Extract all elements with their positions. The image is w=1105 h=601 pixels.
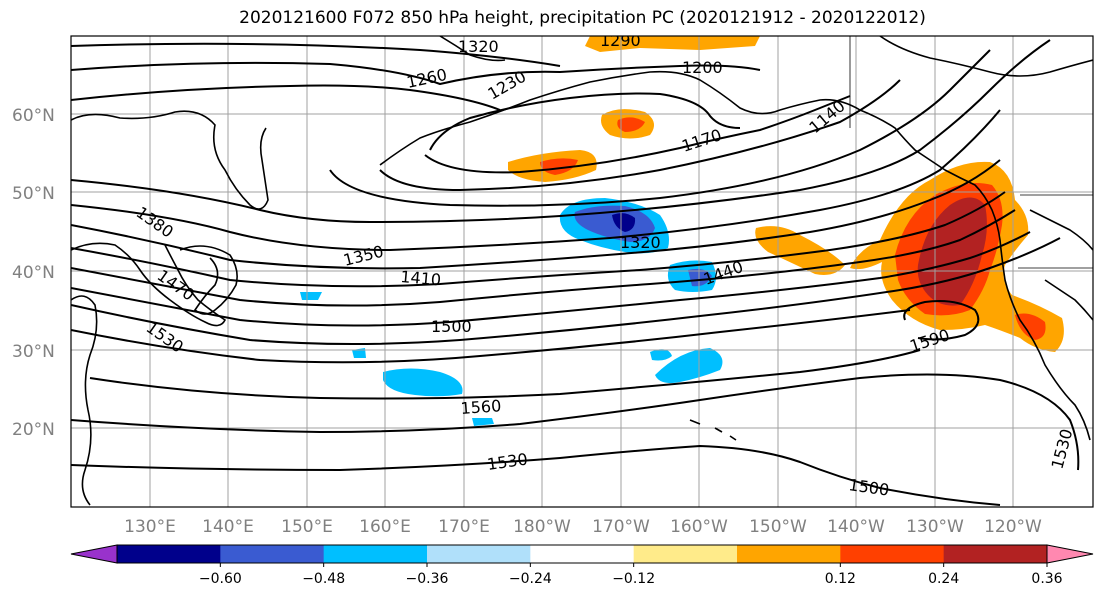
contour-label: 1290 bbox=[600, 31, 641, 50]
lon-label: 140°E bbox=[202, 517, 254, 537]
colorbar-segment bbox=[117, 545, 221, 563]
contour-label: 1560 bbox=[460, 396, 502, 418]
contour-label: 1500 bbox=[431, 317, 472, 336]
colorbar-tick-label: 0.12 bbox=[825, 571, 856, 587]
contour-label: 1200 bbox=[682, 58, 723, 77]
colorbar-tick-label: 0.24 bbox=[928, 571, 959, 587]
lon-label: 130°E bbox=[124, 517, 176, 537]
map-frame bbox=[70, 35, 1094, 508]
longitude-labels: 130°E 140°E 150°E 160°E 170°E 180°W 170°… bbox=[124, 517, 1042, 537]
colorbar-segment bbox=[840, 545, 945, 563]
colorbar-segment bbox=[633, 545, 738, 563]
lat-label: 40°N bbox=[12, 263, 55, 283]
lat-label: 50°N bbox=[12, 184, 55, 204]
lon-label: 160°W bbox=[670, 517, 728, 537]
colorbar-segment bbox=[737, 545, 841, 563]
lon-label: 170°W bbox=[592, 517, 650, 537]
colorbar-segment bbox=[530, 545, 635, 563]
colorbar-tick-label: −0.48 bbox=[302, 571, 345, 587]
colorbar-tick-label: −0.24 bbox=[509, 571, 552, 587]
colorbar-tick-label: −0.36 bbox=[406, 571, 449, 587]
lon-label: 140°W bbox=[827, 517, 885, 537]
lon-label: 170°E bbox=[438, 517, 490, 537]
colorbar-segment bbox=[220, 545, 325, 563]
contour-label: 1320 bbox=[620, 233, 661, 252]
colorbar-segment bbox=[323, 545, 428, 563]
contour-label: 1320 bbox=[458, 37, 499, 56]
lon-label: 180°W bbox=[513, 517, 571, 537]
colorbar-extend-low bbox=[70, 544, 118, 564]
lat-label: 60°N bbox=[12, 106, 55, 126]
lon-label: 150°W bbox=[749, 517, 807, 537]
colorbar-frame bbox=[116, 544, 1048, 564]
colorbar: −0.60−0.48−0.36−0.24−0.120.120.240.360.4… bbox=[70, 544, 1094, 587]
colorbar-tick-label: −0.12 bbox=[612, 571, 655, 587]
lon-label: 130°W bbox=[906, 517, 964, 537]
height-contours bbox=[71, 39, 1080, 506]
colorbar-segment bbox=[943, 545, 1048, 563]
contour-label: 1410 bbox=[400, 267, 442, 289]
colorbar-segment bbox=[427, 545, 531, 563]
lon-label: 120°W bbox=[984, 517, 1042, 537]
lat-label: 20°N bbox=[12, 420, 55, 440]
colorbar-tick-label: −0.60 bbox=[199, 571, 242, 587]
lon-label: 150°E bbox=[281, 517, 333, 537]
lon-label: 160°E bbox=[359, 517, 411, 537]
map-title: 2020121600 F072 850 hPa height, precipit… bbox=[239, 8, 926, 28]
colorbar-extend-high bbox=[1046, 544, 1094, 564]
colorbar-tick-label: 0.36 bbox=[1031, 571, 1062, 587]
gridlines bbox=[71, 36, 1093, 507]
political-borders bbox=[849, 36, 1093, 269]
latitude-labels: 60°N 50°N 40°N 30°N 20°N bbox=[12, 106, 55, 440]
lat-label: 30°N bbox=[12, 342, 55, 362]
